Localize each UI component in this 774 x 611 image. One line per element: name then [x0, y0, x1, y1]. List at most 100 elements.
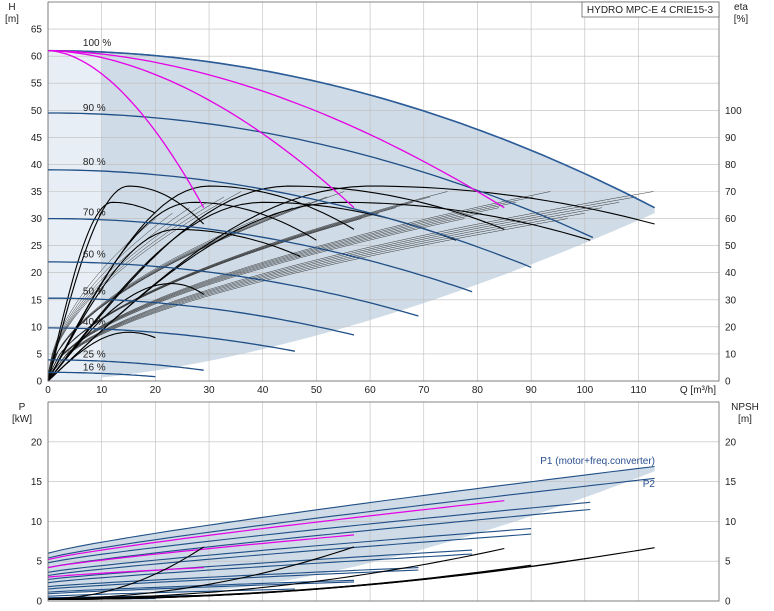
efficiency-curve: [47, 185, 505, 382]
npsh-curve: [48, 573, 473, 600]
h-tick-label: 40: [31, 160, 43, 171]
system-curve: [48, 202, 620, 378]
x-tick-label: 60: [365, 385, 377, 396]
p-axis-label: P: [19, 402, 26, 413]
bottom-plot-frame: [47, 401, 720, 602]
x-tick-label: 70: [418, 385, 430, 396]
npsh-tick-label: 20: [725, 437, 737, 448]
p-axis-unit: [kW]: [12, 414, 32, 425]
system-curve: [48, 213, 173, 373]
head-curve-50: [48, 297, 355, 336]
x-tick-label: 110: [631, 385, 647, 396]
speed-label: 80 %: [83, 157, 106, 168]
system-curve: [48, 202, 208, 374]
system-curve: [48, 212, 482, 377]
system-curve: [48, 191, 242, 374]
eta-axis-unit: [%]: [734, 14, 749, 25]
power-curve: [47, 581, 355, 595]
system-curve: [48, 191, 551, 377]
system-curve: [48, 196, 328, 376]
eta-axis-label: eta: [734, 2, 748, 13]
x-tick-label: 90: [526, 385, 538, 396]
labels: 0 10 20 30 40 50 60 70 80 90 100 110051015202530354…: [5, 1, 759, 608]
head-curve-60: [48, 261, 419, 317]
eta-tick-label: 20: [725, 322, 737, 333]
head-curve-25: [48, 359, 204, 371]
power-curve: [47, 508, 591, 569]
npsh-curve: [48, 546, 355, 600]
p-tick-label: 0: [36, 597, 42, 608]
h-tick-label: 0: [36, 377, 42, 388]
efficiency-curve: [47, 185, 205, 382]
p-tick-label: 10: [31, 517, 43, 528]
h-tick-label: 25: [31, 241, 43, 252]
magenta-power-curve: [47, 567, 204, 578]
eta-tick-label: 70: [725, 187, 737, 198]
h-tick-label: 5: [36, 349, 42, 360]
x-tick-label: 50: [311, 385, 323, 396]
power-curve: [47, 549, 473, 581]
eta-tick-label: 30: [725, 295, 737, 306]
h-axis-unit: [m]: [5, 14, 19, 25]
p1-series-label: P1 (motor+freq.converter): [540, 456, 655, 467]
system-curve: [48, 207, 293, 376]
power-curve: [47, 477, 655, 559]
speed-label: 100 %: [83, 38, 111, 49]
speed-label: 16 %: [83, 362, 106, 373]
h-tick-label: 20: [31, 268, 43, 279]
power-curve: [47, 569, 419, 590]
system-curve: [48, 191, 448, 377]
magenta-power-curve: [47, 534, 355, 569]
efficiency-curve: [47, 201, 591, 382]
system-curve: [48, 207, 499, 377]
p-tick-label: 15: [31, 477, 43, 488]
head-curve-70: [48, 217, 473, 293]
h-tick-label: 60: [31, 52, 43, 63]
system-curve: [48, 218, 568, 378]
system-curve: [48, 202, 311, 376]
npsh-axis-label: NPSH: [731, 402, 759, 413]
npsh-tick-label: 10: [725, 517, 737, 528]
system-curve: [48, 196, 534, 377]
efficiency-curve: [47, 283, 204, 382]
npsh-tick-label: 0: [725, 597, 731, 608]
eta-tick-label: 100: [725, 106, 742, 117]
performance-curves: [47, 49, 655, 600]
speed-label: 90 %: [83, 103, 106, 114]
power-curve: [47, 567, 419, 588]
x-tick-label: 0: [45, 385, 51, 396]
x-tick-label: 30: [203, 385, 215, 396]
speed-label: 50 %: [83, 287, 106, 298]
h-tick-label: 50: [31, 106, 43, 117]
title-box: [581, 1, 720, 18]
magenta-head-curve: [47, 50, 505, 209]
grid-lines: [47, 2, 719, 602]
system-curve: [48, 196, 225, 374]
efficiency-curve: [47, 228, 301, 382]
npsh-tick-label: 5: [725, 557, 731, 568]
system-curve: [48, 207, 396, 377]
h-tick-label: 15: [31, 295, 43, 306]
eta-tick-label: 40: [725, 268, 737, 279]
operating-range-shading: [48, 50, 655, 592]
eta-tick-label: 0: [725, 377, 731, 388]
system-curve: [48, 218, 465, 377]
npsh-curve: [48, 547, 505, 600]
npsh-curve: [48, 546, 205, 600]
power-curve: [47, 533, 532, 577]
p-tick-label: 20: [31, 437, 43, 448]
h-tick-label: 35: [31, 187, 43, 198]
h-tick-label: 65: [31, 25, 43, 36]
chart-title: HYDRO MPC-E 4 CRIE15-3: [587, 5, 714, 16]
head-curve-16: [48, 371, 156, 378]
top-plot-frame: [47, 1, 720, 382]
npsh-tick-label: 15: [725, 477, 737, 488]
efficiency-curve: [47, 201, 317, 382]
speed-label: 70 %: [83, 207, 106, 218]
eta-tick-label: 50: [725, 241, 737, 252]
p2-series-label: P2: [643, 479, 656, 490]
speed-label: 60 %: [83, 250, 106, 261]
efficiency-curve: [47, 201, 156, 382]
